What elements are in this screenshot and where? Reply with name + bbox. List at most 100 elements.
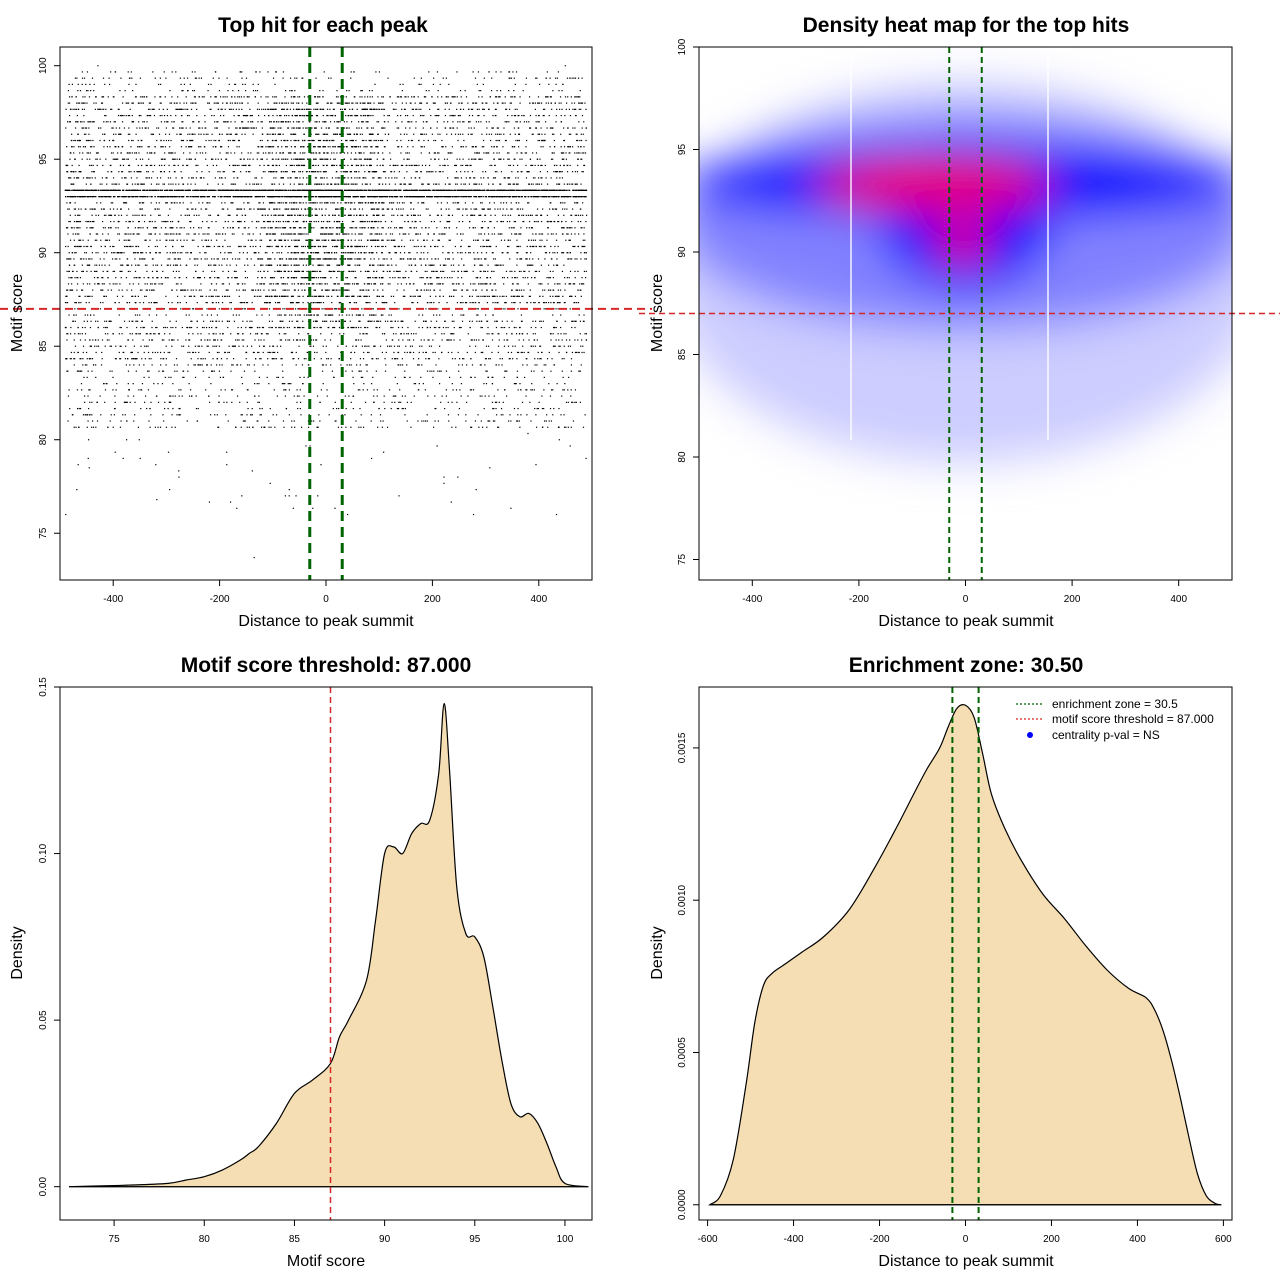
scatter-point [541, 177, 543, 179]
scatter-point [279, 314, 281, 316]
scatter-point [215, 96, 217, 98]
scatter-point [582, 426, 585, 428]
scatter-point [168, 339, 170, 341]
scatter-point [379, 183, 381, 185]
scatter-point [347, 264, 349, 266]
scatter-point [453, 295, 455, 297]
scatter-point [173, 364, 176, 366]
scatter-point [485, 314, 487, 316]
scatter-point [363, 189, 366, 191]
scatter-point [383, 114, 385, 117]
scatter-point [369, 202, 372, 204]
scatter-point [218, 370, 221, 372]
scatter-point [311, 214, 313, 216]
scatter-point [552, 90, 554, 92]
scatter-point [483, 139, 485, 142]
scatter-point [166, 239, 168, 241]
scatter-point [438, 158, 440, 160]
scatter-point [345, 426, 347, 428]
scatter-point [582, 196, 584, 198]
scatter-point [297, 127, 299, 129]
scatter-point [375, 202, 377, 204]
scatter-point [543, 389, 545, 391]
scatter-point [502, 102, 504, 104]
scatter-point [70, 277, 72, 279]
scatter-point [76, 77, 78, 79]
scatter-point [78, 177, 80, 179]
scatter-point [244, 127, 247, 129]
scatter-point [149, 196, 151, 198]
scatter-point [254, 177, 256, 179]
scatter-point [500, 414, 502, 416]
scatter-point [179, 133, 182, 135]
scatter-point [253, 351, 255, 354]
scatter-point [222, 376, 224, 378]
scatter-point [67, 370, 69, 372]
scatter-point [403, 376, 405, 378]
scatter-point [255, 252, 257, 254]
scatter-point [417, 233, 419, 235]
scatter-point [545, 177, 547, 179]
scatter-point [206, 245, 208, 248]
scatter-point [265, 146, 267, 148]
scatter-point [128, 233, 130, 235]
scatter-point [459, 252, 461, 254]
scatter-point [420, 339, 422, 341]
scatter-point [281, 358, 283, 360]
scatter-point [188, 339, 190, 341]
scatter-point [183, 102, 185, 104]
scatter-point [299, 171, 302, 173]
scatter-point [277, 202, 279, 204]
scatter-point [333, 196, 335, 198]
scatter-point [526, 414, 528, 416]
scatter-point [406, 333, 408, 335]
scatter-point [362, 102, 364, 104]
scatter-point [157, 401, 160, 403]
scatter-point [550, 245, 552, 248]
scatter-point [529, 401, 531, 403]
scatter-point [415, 233, 417, 235]
scatter-point [177, 283, 179, 285]
scatter-point [430, 114, 432, 117]
scatter-point [570, 395, 572, 397]
scatter-point [300, 202, 302, 204]
scatter-point [190, 289, 192, 291]
scatter-point [420, 146, 422, 148]
scatter-point [444, 189, 447, 191]
scatter-point [367, 283, 370, 285]
scatter-point [423, 339, 425, 341]
scatter-point [88, 358, 90, 360]
scatter-point [333, 152, 335, 154]
scatter-point [183, 77, 185, 79]
scatter-point [447, 164, 449, 167]
scatter-point [552, 333, 554, 335]
scatter-point [371, 90, 373, 92]
scatter-point [150, 114, 152, 117]
scatter-point [413, 333, 415, 335]
scatter-point [144, 395, 147, 397]
scatter-point [323, 252, 326, 254]
scatter-point [442, 146, 444, 148]
scatter-point [322, 345, 324, 347]
scatter-point [493, 189, 496, 191]
scatter-point [151, 320, 153, 322]
scatter-point [232, 171, 234, 173]
scatter-point [73, 364, 75, 366]
scatter-point [236, 333, 239, 335]
scatter-point [106, 189, 108, 191]
scatter-point [481, 146, 483, 148]
scatter-point [207, 83, 210, 86]
scatter-point [481, 196, 483, 198]
scatter-point [70, 196, 72, 198]
scatter-point [314, 326, 316, 329]
scatter-point [449, 127, 452, 129]
scatter-point [180, 83, 182, 86]
scatter-point [484, 214, 486, 216]
scatter-point [294, 258, 296, 260]
scatter-point [169, 395, 171, 397]
scatter-point [528, 220, 531, 223]
scatter-point [549, 277, 552, 279]
scatter-point [215, 71, 217, 73]
scatter-point [353, 71, 355, 73]
scatter-point [77, 333, 79, 335]
